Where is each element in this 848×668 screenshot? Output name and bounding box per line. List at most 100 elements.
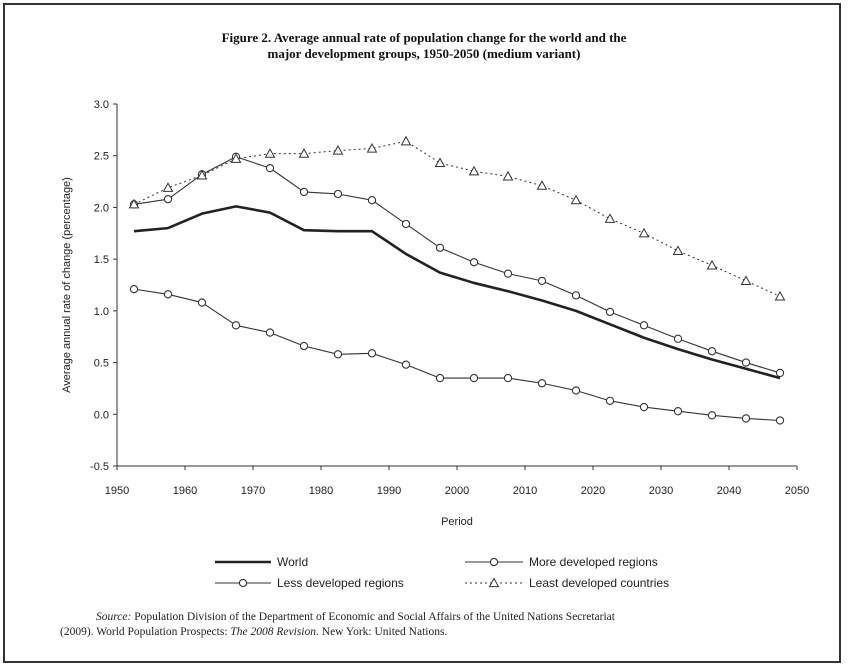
- series-line-less-developed-regions: [133, 156, 781, 374]
- legend-label-world: World: [277, 555, 308, 569]
- x-tick-label: 2010: [513, 485, 537, 497]
- data-point-less-developed-regions: [401, 219, 411, 229]
- legend-label-least-developed-countries: Least developed countries: [529, 576, 669, 590]
- data-point-more-developed-regions: [265, 328, 275, 337]
- data-point-more-developed-regions: [605, 396, 615, 405]
- legend-item-more-developed-regions: More developed regions: [465, 555, 658, 569]
- source-text-1: Population Division of the Department of…: [131, 611, 615, 623]
- data-point-more-developed-regions: [333, 350, 343, 359]
- source-label: Source:: [96, 611, 132, 623]
- data-point-less-developed-regions: [435, 243, 445, 252]
- data-point-least-developed-countries: [638, 227, 650, 238]
- legend-item-least-developed-countries: Least developed countries: [465, 576, 669, 590]
- legend-marker-more-developed-regions: [489, 557, 499, 567]
- data-point-least-developed-countries: [434, 157, 446, 168]
- figure-frame: [3, 3, 841, 663]
- series-world: [133, 205, 781, 380]
- y-tick-label: 0.5: [94, 358, 109, 370]
- data-point-more-developed-regions: [401, 360, 411, 369]
- source-note: Source: Population Division of the Depar…: [60, 610, 800, 640]
- data-point-less-developed-regions: [571, 291, 581, 300]
- figure-title: Figure 2. Average annual rate of populat…: [0, 30, 848, 62]
- data-point-least-developed-countries: [264, 148, 276, 158]
- data-point-least-developed-countries: [570, 194, 582, 205]
- data-point-less-developed-regions: [265, 163, 275, 173]
- data-point-less-developed-regions: [367, 196, 377, 205]
- data-point-more-developed-regions: [741, 414, 751, 423]
- data-point-more-developed-regions: [707, 411, 717, 420]
- legend-item-world: World: [215, 555, 308, 569]
- data-point-least-developed-countries: [196, 169, 208, 180]
- x-tick-label: 2000: [445, 485, 469, 497]
- series-line-least-developed-countries: [133, 140, 781, 297]
- data-point-less-developed-regions: [299, 187, 309, 197]
- data-point-least-developed-countries: [366, 142, 378, 153]
- data-point-more-developed-regions: [129, 284, 139, 294]
- x-tick-label: 2050: [785, 485, 809, 497]
- data-point-less-developed-regions: [163, 195, 173, 204]
- data-point-least-developed-countries: [604, 213, 616, 223]
- y-tick-label: 3.0: [94, 99, 109, 111]
- figure-title-line-2: major development groups, 1950-2050 (med…: [267, 46, 581, 61]
- legend-marker-least-developed-countries: [488, 577, 500, 588]
- data-point-more-developed-regions: [163, 290, 173, 299]
- data-point-more-developed-regions: [367, 349, 377, 358]
- data-point-less-developed-regions: [673, 334, 683, 343]
- data-point-less-developed-regions: [333, 189, 343, 199]
- data-point-more-developed-regions: [435, 373, 445, 383]
- y-tick-label: 0.0: [94, 409, 109, 421]
- data-point-least-developed-countries: [468, 165, 480, 176]
- data-point-less-developed-regions: [775, 368, 785, 378]
- data-point-more-developed-regions: [299, 341, 309, 351]
- series-less-developed-regions: [129, 152, 785, 378]
- source-text-2: (2009). World Population Prospects:: [60, 626, 231, 638]
- data-point-less-developed-regions: [741, 358, 751, 367]
- data-point-least-developed-countries: [162, 182, 174, 192]
- data-point-more-developed-regions: [231, 321, 241, 330]
- data-point-less-developed-regions: [605, 307, 615, 317]
- data-point-least-developed-countries: [502, 170, 514, 181]
- data-point-least-developed-countries: [400, 135, 412, 146]
- y-tick-label: 1.0: [94, 306, 109, 318]
- data-point-less-developed-regions: [537, 276, 547, 286]
- data-point-least-developed-countries: [740, 275, 752, 285]
- data-point-more-developed-regions: [197, 298, 207, 307]
- legend-item-less-developed-regions: Less developed regions: [215, 576, 404, 590]
- figure-title-line-1: Figure 2. Average annual rate of populat…: [221, 30, 627, 45]
- data-point-more-developed-regions: [775, 416, 785, 425]
- legend-marker-less-developed-regions: [238, 578, 248, 588]
- x-axis-label: Period: [441, 516, 473, 528]
- data-point-more-developed-regions: [639, 402, 649, 412]
- x-tick-label: 2030: [649, 485, 673, 497]
- series-line-world: [133, 205, 781, 380]
- data-point-more-developed-regions: [537, 379, 547, 388]
- x-tick-label: 1970: [241, 485, 265, 497]
- x-tick-label: 1980: [309, 485, 333, 497]
- x-tick-label: 1990: [377, 485, 401, 497]
- data-point-less-developed-regions: [469, 258, 479, 267]
- x-tick-label: 1950: [105, 485, 129, 497]
- series-line-more-developed-regions: [133, 288, 781, 422]
- data-point-least-developed-countries: [536, 180, 548, 190]
- y-tick-label: -0.5: [90, 461, 109, 473]
- chart-legend: World More developed regions Less develope…: [215, 555, 669, 590]
- data-point-least-developed-countries: [332, 145, 344, 155]
- y-tick-label: 1.5: [94, 254, 109, 266]
- data-point-least-developed-countries: [298, 148, 310, 158]
- data-point-less-developed-regions: [503, 269, 513, 278]
- y-tick-label: 2.5: [94, 151, 109, 163]
- data-point-more-developed-regions: [673, 407, 683, 416]
- legend-label-less-developed-regions: Less developed regions: [277, 576, 404, 590]
- source-publication: The 2008 Revision: [230, 626, 317, 638]
- source-text-3: . New York: United Nations.: [316, 626, 448, 638]
- data-point-least-developed-countries: [706, 259, 718, 270]
- y-tick-label: 2.0: [94, 202, 109, 214]
- x-tick-label: 1960: [173, 485, 197, 497]
- y-axis-label: Average annual rate of change (percentag…: [61, 177, 73, 393]
- series-layer: [128, 135, 786, 425]
- data-point-less-developed-regions: [707, 347, 717, 356]
- data-point-least-developed-countries: [774, 290, 786, 301]
- legend-label-more-developed-regions: More developed regions: [529, 555, 658, 569]
- x-tick-label: 2020: [581, 485, 605, 497]
